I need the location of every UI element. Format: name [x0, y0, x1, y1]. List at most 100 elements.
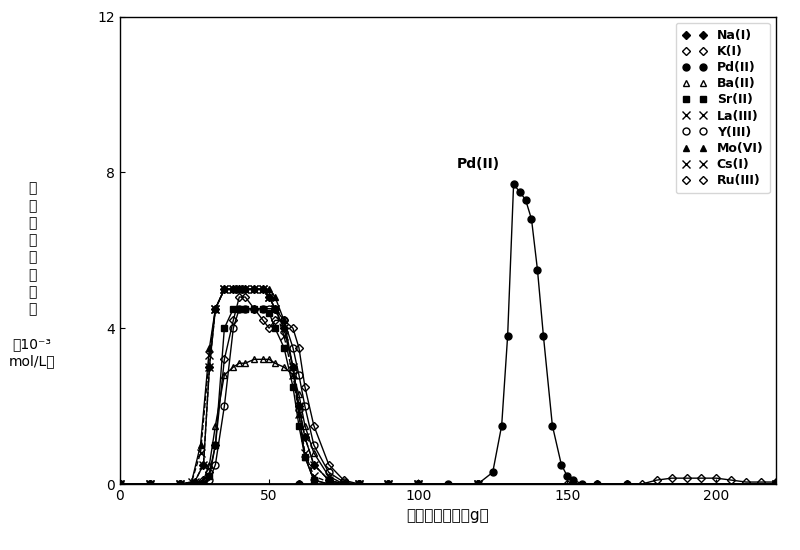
Mo(VI) — [473, 481, 482, 487]
Na(I) — [234, 286, 244, 293]
Mo(VI) — [324, 481, 334, 487]
La(III) — [279, 333, 289, 339]
Ba(II) — [229, 364, 238, 371]
Sr(II) — [473, 481, 482, 487]
Mo(VI) — [196, 442, 206, 448]
Ru(III) — [711, 475, 721, 481]
Sr(II) — [250, 305, 259, 312]
Cs(I) — [229, 286, 238, 293]
Cs(I) — [288, 364, 298, 371]
Y(III) — [264, 305, 274, 312]
Na(I) — [354, 481, 363, 487]
Sr(II) — [198, 481, 208, 487]
Pd(II) — [115, 481, 125, 487]
Sr(II) — [234, 305, 244, 312]
Cs(I) — [241, 286, 250, 293]
Ba(II) — [383, 481, 393, 487]
K(I) — [241, 294, 250, 300]
Y(III) — [190, 481, 199, 487]
Line: K(I): K(I) — [118, 294, 778, 487]
Pd(II) — [509, 181, 518, 188]
K(I) — [250, 305, 259, 312]
Na(I) — [175, 481, 185, 487]
La(III) — [186, 478, 196, 485]
Sr(II) — [383, 481, 393, 487]
Mo(VI) — [414, 481, 423, 487]
La(III) — [414, 481, 423, 487]
Cs(I) — [210, 305, 220, 312]
Pd(II) — [771, 481, 781, 487]
Na(I) — [264, 294, 274, 300]
Legend: Na(I), K(I), Pd(II), Ba(II), Sr(II), La(III), Y(III), Mo(VI), Cs(I), Ru(III): Na(I), K(I), Pd(II), Ba(II), Sr(II), La(… — [675, 23, 770, 194]
Ba(II) — [264, 356, 274, 362]
Pd(II) — [622, 481, 632, 487]
Y(III) — [383, 481, 393, 487]
Ru(III) — [562, 481, 572, 487]
Sr(II) — [339, 481, 349, 487]
Ba(II) — [219, 372, 229, 378]
K(I) — [771, 481, 781, 487]
Sr(II) — [258, 305, 268, 312]
Text: 流
出
物
中
金
属
浓
度

（10⁻³
mol/L）: 流 出 物 中 金 属 浓 度 （10⁻³ mol/L） — [9, 182, 55, 368]
Na(I) — [205, 364, 214, 371]
La(III) — [383, 481, 393, 487]
Mo(VI) — [115, 481, 125, 487]
Na(I) — [115, 481, 125, 487]
Pd(II) — [473, 481, 482, 487]
La(III) — [145, 481, 154, 487]
Y(III) — [771, 481, 781, 487]
Ru(III) — [637, 481, 646, 487]
Ru(III) — [697, 475, 706, 481]
La(III) — [339, 481, 349, 487]
Na(I) — [190, 478, 199, 485]
Line: Y(III): Y(III) — [117, 305, 779, 487]
Mo(VI) — [241, 286, 250, 293]
Na(I) — [771, 481, 781, 487]
Sr(II) — [354, 481, 363, 487]
K(I) — [219, 356, 229, 362]
Ru(III) — [682, 475, 691, 481]
Ba(II) — [270, 360, 280, 366]
Ru(III) — [414, 481, 423, 487]
Na(I) — [145, 481, 154, 487]
Y(III) — [288, 344, 298, 351]
La(III) — [771, 481, 781, 487]
La(III) — [300, 449, 310, 456]
Y(III) — [309, 442, 318, 448]
Mo(VI) — [279, 317, 289, 323]
Cs(I) — [190, 478, 199, 485]
Mo(VI) — [175, 481, 185, 487]
Ba(II) — [414, 481, 423, 487]
Ba(II) — [145, 481, 154, 487]
Mo(VI) — [270, 294, 280, 300]
Mo(VI) — [383, 481, 393, 487]
Sr(II) — [309, 477, 318, 483]
Na(I) — [258, 286, 268, 293]
Y(III) — [324, 469, 334, 476]
La(III) — [115, 481, 125, 487]
Y(III) — [234, 305, 244, 312]
Ba(II) — [339, 481, 349, 487]
Y(III) — [115, 481, 125, 487]
La(III) — [270, 305, 280, 312]
Cs(I) — [115, 481, 125, 487]
Cs(I) — [270, 305, 280, 312]
La(III) — [309, 473, 318, 480]
Mo(VI) — [771, 481, 781, 487]
Ru(III) — [473, 481, 482, 487]
Mo(VI) — [250, 286, 259, 293]
Y(III) — [414, 481, 423, 487]
Ba(II) — [288, 372, 298, 378]
Sr(II) — [190, 481, 199, 487]
Cs(I) — [234, 286, 244, 293]
Ru(III) — [115, 481, 125, 487]
La(III) — [288, 372, 298, 378]
Line: Mo(VI): Mo(VI) — [117, 286, 779, 487]
Y(III) — [473, 481, 482, 487]
Line: La(III): La(III) — [116, 285, 780, 488]
La(III) — [219, 286, 229, 293]
Mo(VI) — [186, 478, 196, 485]
Y(III) — [210, 461, 220, 468]
Cs(I) — [309, 461, 318, 468]
K(I) — [115, 481, 125, 487]
